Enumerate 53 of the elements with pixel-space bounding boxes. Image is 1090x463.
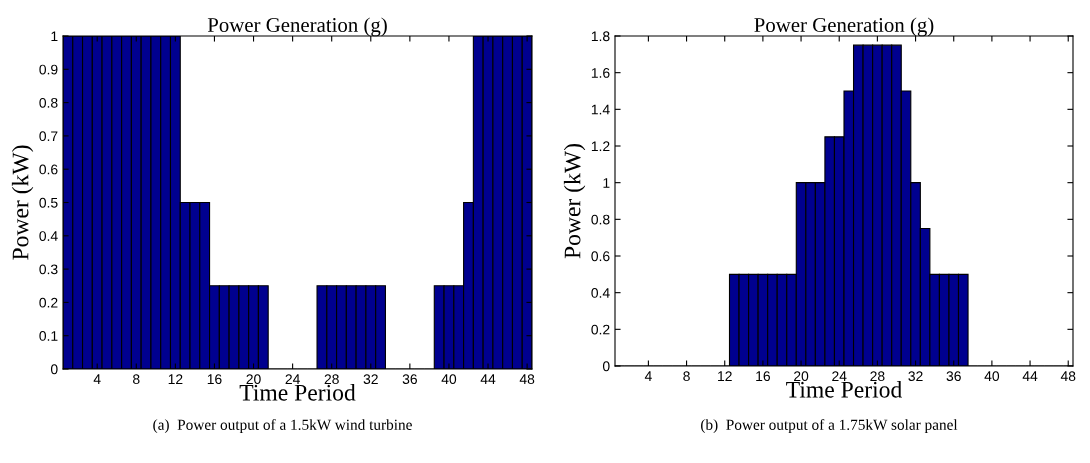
x-tick-label: 28 [870,371,885,382]
text: (b) Power output of a 1.75kW solar panel [701,418,958,434]
y-tick-label: 0 [602,361,610,372]
x-tick-label: 8 [683,371,690,382]
y-tick-label: 1 [603,178,610,188]
x-tick-label: 24 [285,374,300,384]
y-tick-label: 0.1 [39,331,58,341]
y-tick-label: 1.2 [591,141,610,152]
x-tick-label: 20 [794,371,809,382]
x-tick-label: 48 [1060,371,1076,382]
x-tick-label: 12 [718,371,732,381]
x-tick-label: 36 [946,371,961,382]
y-tick-label: 0.7 [39,131,58,142]
x-tick-label: 20 [246,374,261,385]
chart-title: Power Generation (g) [754,17,934,37]
y-tick-label: 1.6 [591,68,610,78]
y-tick-label: 0.3 [39,264,58,275]
x-tick-label: 12 [168,374,183,384]
y-tick-label: 0.8 [39,97,58,108]
y-tick-label: 0.4 [591,288,610,298]
x-axis-title: Time Period [239,384,356,401]
x-axis-title: Time Period [786,381,902,398]
x-tick-label: 16 [207,374,222,385]
y-axis-title: Power (kW) [563,144,586,259]
x-tick-label: 44 [480,374,496,384]
y-tick-label: 1.4 [591,104,610,115]
text: (a) Power output of a 1.5kW wind turbine [153,418,412,434]
y-tick-label: 0.5 [39,197,58,208]
x-tick-label: 8 [133,374,140,385]
x-tick-label: 36 [402,374,417,385]
x-tick-label: 4 [644,371,652,381]
y-axis-title: Power (kW) [11,145,34,260]
chart-title: Power Generation (g) [207,17,387,37]
x-tick-label: 28 [324,374,339,385]
y-tick-label: 0.2 [591,324,610,335]
x-tick-label: 48 [519,374,535,385]
x-tick-label: 16 [756,371,771,382]
x-tick-label: 24 [832,371,847,381]
y-tick-label: 0.8 [591,214,610,225]
y-tick-label: 0.6 [591,251,610,262]
y-tick-label: 1.8 [591,31,610,42]
x-tick-label: 40 [441,374,457,385]
x-tick-label: 44 [1022,371,1038,381]
y-tick-label: 0.4 [39,231,58,241]
x-tick-label: 32 [908,371,923,382]
y-tick-label: 0.6 [39,164,58,175]
x-tick-label: 32 [363,374,378,385]
y-tick-label: 1 [51,31,58,42]
y-tick-label: 0.2 [39,297,58,308]
y-tick-label: 0 [50,364,58,375]
x-tick-label: 4 [93,374,101,384]
y-tick-label: 0.9 [39,64,58,75]
x-tick-label: 40 [984,371,1000,382]
